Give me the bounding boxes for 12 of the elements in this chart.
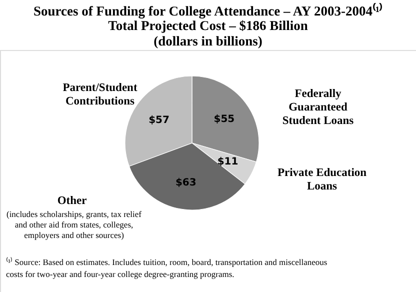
slice-label: Federally Guaranteed Student Loans xyxy=(282,88,354,127)
chart-title: Sources of Funding for College Attendance – AY 2003-2004⁽¹⁾ xyxy=(33,2,383,18)
text: ⁽¹⁾ Source: Based on estimates. Includes tuition, room, board, transportation and miscellaneous costs for two-year and four-year college degree-granting programs. xyxy=(6,257,328,279)
text: (includes scholarships, grants, tax relief and other aid from states, colleges, employers and other sources) xyxy=(6,209,142,240)
data-label: $63 xyxy=(175,178,196,189)
chart-subtitle: Total Projected Cost – $186 Billion (dollars in billions) xyxy=(108,18,308,48)
slice-label: Other xyxy=(57,195,87,207)
data-label: $57 xyxy=(148,115,170,126)
data-label: $55 xyxy=(214,114,235,125)
slice-label: Private Education Loans xyxy=(277,167,368,192)
slice-label: Parent/Student Contributions xyxy=(62,82,138,108)
data-label: $11 xyxy=(217,156,238,168)
